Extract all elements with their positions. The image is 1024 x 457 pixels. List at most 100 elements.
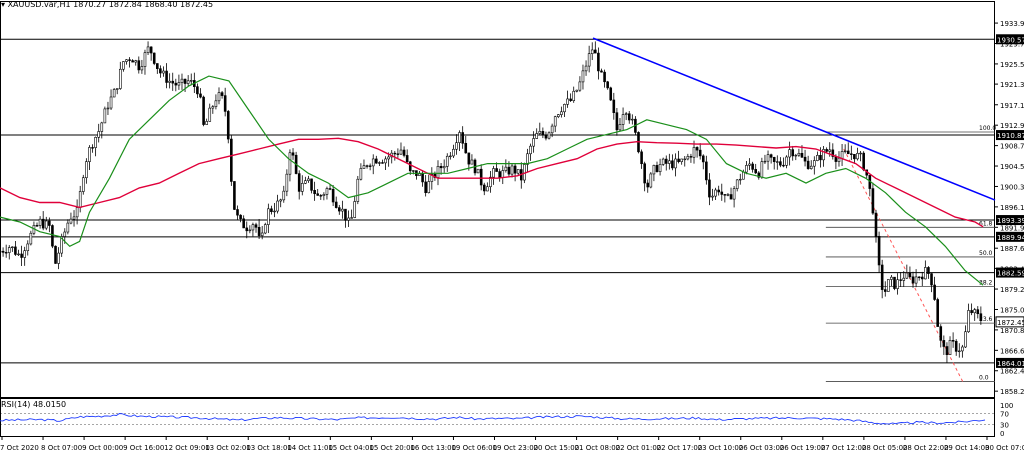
candle-body[interactable] xyxy=(236,209,239,216)
candle-body[interactable] xyxy=(20,253,23,258)
candle-body[interactable] xyxy=(556,114,560,117)
candle-body[interactable] xyxy=(754,169,758,174)
menu-triangle-icon[interactable]: ▾ xyxy=(1,0,6,9)
candle-body[interactable] xyxy=(282,190,286,201)
candle-body[interactable] xyxy=(112,89,116,98)
candle-body[interactable] xyxy=(17,253,20,256)
candle-body[interactable] xyxy=(560,111,563,115)
candle-body[interactable] xyxy=(751,163,754,170)
candle-body[interactable] xyxy=(908,272,912,278)
candle-body[interactable] xyxy=(288,152,292,175)
candle-body[interactable] xyxy=(735,179,739,189)
candle-body[interactable] xyxy=(196,86,199,95)
candle-body[interactable] xyxy=(115,88,119,90)
candle-body[interactable] xyxy=(597,52,600,72)
candle-body[interactable] xyxy=(131,60,134,63)
candle-body[interactable] xyxy=(300,183,304,192)
candle-body[interactable] xyxy=(245,227,249,232)
candle-body[interactable] xyxy=(313,190,316,195)
candle-body[interactable] xyxy=(911,276,915,284)
candle-body[interactable] xyxy=(806,160,810,169)
candle-body[interactable] xyxy=(341,208,344,212)
candle-body[interactable] xyxy=(66,222,70,233)
candle-body[interactable] xyxy=(951,340,955,342)
candle-body[interactable] xyxy=(88,147,91,162)
candle-body[interactable] xyxy=(856,152,859,160)
candle-body[interactable] xyxy=(140,66,144,71)
candle-body[interactable] xyxy=(307,178,310,181)
rsi-line[interactable] xyxy=(0,413,986,425)
candle-body[interactable] xyxy=(800,152,804,158)
candle-body[interactable] xyxy=(365,165,369,167)
candle-body[interactable] xyxy=(769,154,773,158)
candle-body[interactable] xyxy=(165,70,168,83)
candle-body[interactable] xyxy=(91,147,94,149)
ma-slow-line[interactable] xyxy=(0,137,984,228)
candle-body[interactable] xyxy=(467,152,471,165)
candle-body[interactable] xyxy=(627,113,631,121)
candle-body[interactable] xyxy=(942,340,946,347)
candle-body[interactable] xyxy=(489,176,492,188)
candle-body[interactable] xyxy=(334,201,338,208)
candle-body[interactable] xyxy=(880,264,884,290)
candle-body[interactable] xyxy=(347,217,350,221)
candle-body[interactable] xyxy=(183,78,187,84)
candle-body[interactable] xyxy=(535,133,539,139)
candle-body[interactable] xyxy=(976,309,980,315)
candle-body[interactable] xyxy=(674,158,677,169)
candle-body[interactable] xyxy=(393,152,397,155)
candle-body[interactable] xyxy=(609,87,613,101)
candle-body[interactable] xyxy=(529,145,532,155)
candle-body[interactable] xyxy=(760,161,764,178)
candle-body[interactable] xyxy=(853,154,856,160)
candle-body[interactable] xyxy=(822,149,825,161)
candle-body[interactable] xyxy=(828,149,832,152)
candle-body[interactable] xyxy=(594,49,597,54)
candle-body[interactable] xyxy=(48,220,51,226)
candle-body[interactable] xyxy=(7,247,11,253)
candle-body[interactable] xyxy=(655,165,659,172)
candle-body[interactable] xyxy=(624,113,628,115)
candle-body[interactable] xyxy=(399,149,403,155)
candle-body[interactable] xyxy=(917,276,921,279)
candle-body[interactable] xyxy=(825,149,828,152)
candle-body[interactable] xyxy=(763,160,767,163)
candle-body[interactable] xyxy=(794,154,798,157)
candle-body[interactable] xyxy=(819,154,822,161)
candle-body[interactable] xyxy=(930,273,933,286)
candle-body[interactable] xyxy=(328,188,332,190)
candle-body[interactable] xyxy=(899,279,902,281)
candle-body[interactable] xyxy=(109,96,113,109)
candle-body[interactable] xyxy=(263,224,267,234)
candle-body[interactable] xyxy=(661,158,665,165)
candle-body[interactable] xyxy=(843,150,847,153)
candle-body[interactable] xyxy=(874,212,878,237)
candle-body[interactable] xyxy=(23,250,26,258)
candle-body[interactable] xyxy=(174,82,178,86)
candle-body[interactable] xyxy=(652,165,656,175)
candle-body[interactable] xyxy=(924,267,927,280)
candle-body[interactable] xyxy=(745,165,748,173)
candle-body[interactable] xyxy=(677,158,680,163)
candle-body[interactable] xyxy=(957,350,961,353)
candle-body[interactable] xyxy=(29,232,33,245)
candle-body[interactable] xyxy=(902,277,906,281)
candle-body[interactable] xyxy=(914,276,918,284)
candle-body[interactable] xyxy=(970,310,973,314)
candle-body[interactable] xyxy=(445,155,449,167)
candle-body[interactable] xyxy=(470,159,474,165)
candle-body[interactable] xyxy=(412,170,415,172)
candle-body[interactable] xyxy=(251,224,255,231)
candle-body[interactable] xyxy=(427,181,431,194)
candle-body[interactable] xyxy=(927,267,930,274)
candle-body[interactable] xyxy=(208,107,212,122)
candle-body[interactable] xyxy=(501,170,505,178)
candle-body[interactable] xyxy=(310,178,313,191)
candle-body[interactable] xyxy=(205,121,208,125)
candle-body[interactable] xyxy=(26,243,30,252)
candle-body[interactable] xyxy=(606,81,609,89)
candle-body[interactable] xyxy=(297,173,301,192)
candle-body[interactable] xyxy=(698,149,702,157)
candle-body[interactable] xyxy=(766,154,770,162)
